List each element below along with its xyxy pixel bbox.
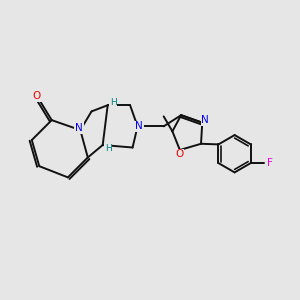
Text: N: N bbox=[135, 122, 143, 131]
Text: O: O bbox=[175, 149, 184, 160]
Text: O: O bbox=[33, 92, 41, 101]
Text: H: H bbox=[105, 143, 112, 152]
Text: H: H bbox=[110, 98, 116, 107]
Text: N: N bbox=[75, 123, 83, 133]
Text: N: N bbox=[201, 115, 209, 125]
Text: F: F bbox=[267, 158, 273, 168]
